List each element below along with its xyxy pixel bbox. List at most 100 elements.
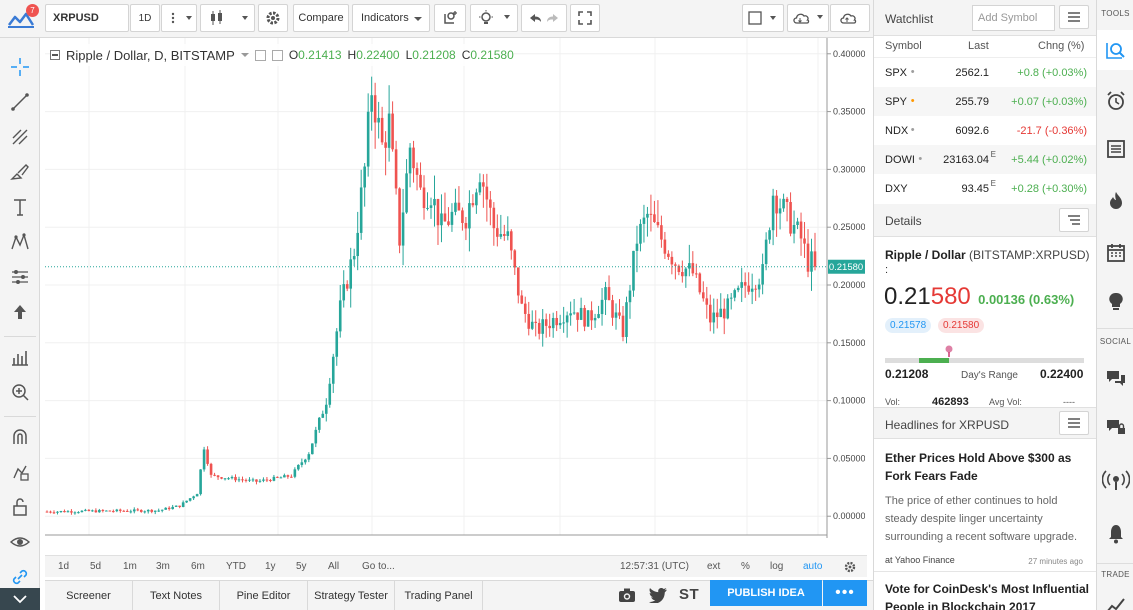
candle-body xyxy=(562,322,565,324)
headline-title-2[interactable]: Vote for CoinDesk's Most Influential Peo… xyxy=(885,582,1089,610)
publish-idea-button[interactable]: PUBLISH IDEA xyxy=(710,580,822,606)
interval-button[interactable]: 1D xyxy=(130,4,160,32)
tab-pine-editor[interactable]: Pine Editor xyxy=(220,581,308,610)
lightbulb-ideas-icon[interactable] xyxy=(470,4,518,32)
layout-button[interactable] xyxy=(742,4,784,32)
cloud-upload-icon[interactable] xyxy=(830,4,870,32)
alarm-clock-icon[interactable] xyxy=(1100,86,1132,116)
range-ytd[interactable]: YTD xyxy=(226,561,246,572)
range-1d[interactable]: 1d xyxy=(58,561,70,572)
notifications-bell-icon[interactable] xyxy=(1100,519,1132,549)
prediction-icon[interactable] xyxy=(6,263,34,291)
symbol-search-input[interactable]: XRPUSD xyxy=(45,4,129,32)
headline-item-2[interactable]: Vote for CoinDesk's Most Influential Peo… xyxy=(874,573,1096,610)
tab-strategy-tester[interactable]: Strategy Tester xyxy=(308,581,395,610)
collapse-toolbar-icon[interactable] xyxy=(0,588,40,610)
col-symbol[interactable]: Symbol xyxy=(885,40,922,52)
legend-dropdown-icon[interactable] xyxy=(240,51,249,59)
eye-icon[interactable] xyxy=(6,528,34,556)
candle-body xyxy=(701,292,705,299)
calendar-icon[interactable] xyxy=(1100,238,1132,268)
cloud-save-icon[interactable] xyxy=(787,4,829,32)
watchlist-row[interactable]: SPY • 255.79 +0.07 (+0.03%) xyxy=(874,87,1096,116)
publish-more-button[interactable]: ••• xyxy=(823,580,867,606)
percent-toggle[interactable]: % xyxy=(741,561,750,572)
add-symbol-input[interactable]: Add Symbol xyxy=(972,5,1055,31)
private-chats-icon[interactable] xyxy=(1100,412,1132,442)
indicators-button[interactable]: Indicators xyxy=(352,4,430,32)
settings-gear-icon[interactable] xyxy=(258,4,288,32)
range-1m[interactable]: 1m xyxy=(123,561,137,572)
pattern-icon[interactable] xyxy=(6,228,34,256)
candle-body xyxy=(192,496,195,499)
details-price: 0.21580 0.00136 (0.63%) xyxy=(884,283,1074,311)
ext-toggle[interactable]: ext xyxy=(707,561,721,572)
auto-toggle[interactable]: auto xyxy=(803,561,823,572)
lock-drawings-icon[interactable] xyxy=(6,458,34,486)
headline-item[interactable]: Ether Prices Hold Above $300 as Fork Fea… xyxy=(874,440,1096,572)
undo-redo-group[interactable] xyxy=(521,4,567,32)
pitchfork-icon[interactable] xyxy=(6,123,34,151)
log-toggle[interactable]: log xyxy=(770,561,784,572)
add-alert-icon[interactable] xyxy=(434,4,466,32)
camera-snapshot-icon[interactable] xyxy=(618,587,636,603)
stocktwits-icon[interactable]: ST xyxy=(679,586,700,603)
range-6m[interactable]: 6m xyxy=(191,561,205,572)
watchlist-row[interactable]: DXY 93.45 E +0.28 (+0.30%) xyxy=(874,174,1096,203)
headline-source[interactable]: at Yahoo Finance xyxy=(885,555,955,565)
ideas-lightbulb-icon[interactable] xyxy=(1100,287,1132,317)
watchlist-search-icon[interactable] xyxy=(1100,35,1132,65)
watchlist-symbol: DXY xyxy=(885,183,908,195)
legend-settings-icon[interactable] xyxy=(254,49,266,61)
range-5y[interactable]: 5y xyxy=(296,561,307,572)
col-change[interactable]: Chng (%) xyxy=(1038,40,1085,52)
data-window-icon[interactable] xyxy=(1100,134,1132,164)
legend-collapse-icon[interactable] xyxy=(50,50,60,60)
logo-avatar[interactable]: 7 xyxy=(4,4,39,33)
details-menu-icon[interactable] xyxy=(1059,208,1089,232)
arrow-up-icon[interactable] xyxy=(6,298,34,326)
trend-line-icon[interactable] xyxy=(6,88,34,116)
tab-trading-panel[interactable]: Trading Panel xyxy=(395,581,483,610)
price-chart[interactable]: 0.40000 0.35000 0.30000 0.25000 0.20000 0.150… xyxy=(45,38,865,538)
range-5d[interactable]: 5d xyxy=(90,561,102,572)
col-last[interactable]: Last xyxy=(968,40,989,52)
watchlist-last-sup: E xyxy=(990,150,996,159)
interval-more-icon[interactable] xyxy=(161,4,197,32)
text-tool-icon[interactable] xyxy=(6,193,34,221)
watchlist-row[interactable]: SPX • 2562.1 +0.8 (+0.03%) xyxy=(874,58,1096,87)
brush-icon[interactable] xyxy=(6,158,34,186)
candle-body xyxy=(761,264,764,285)
candle-body xyxy=(489,199,492,208)
high-value: 0.22400 xyxy=(356,48,400,62)
compare-button[interactable]: Compare xyxy=(293,4,349,32)
fullscreen-icon[interactable] xyxy=(570,4,600,32)
chats-icon[interactable] xyxy=(1100,363,1132,393)
hotlist-flame-icon[interactable] xyxy=(1100,186,1132,216)
magnet-icon[interactable] xyxy=(6,423,34,451)
chart-style-button[interactable] xyxy=(200,4,255,32)
watchlist-row[interactable]: NDX • 6092.6 -21.7 (-0.36%) xyxy=(874,116,1096,145)
range-all[interactable]: All xyxy=(328,561,340,572)
candle-body xyxy=(153,510,157,512)
zoom-in-icon[interactable] xyxy=(6,378,34,406)
crosshair-icon[interactable] xyxy=(6,53,34,81)
watchlist-row[interactable]: DOWI • 23163.04 E +5.44 (+0.02%) xyxy=(874,145,1096,174)
streams-icon[interactable] xyxy=(1100,466,1132,496)
trading-chart-icon[interactable] xyxy=(1100,589,1132,610)
range-3m[interactable]: 3m xyxy=(156,561,170,572)
measure-icon[interactable] xyxy=(6,343,34,371)
legend-close-icon[interactable] xyxy=(271,49,283,61)
twitter-icon[interactable] xyxy=(648,587,668,603)
tab-text-notes[interactable]: Text Notes xyxy=(133,581,220,610)
unlock-icon[interactable] xyxy=(6,493,34,521)
goto-date[interactable]: Go to... xyxy=(362,561,395,572)
axis-settings-gear-icon[interactable] xyxy=(844,561,856,573)
range-1y[interactable]: 1y xyxy=(265,561,276,572)
watchlist-menu-icon[interactable] xyxy=(1059,5,1089,29)
candle-body xyxy=(324,404,328,414)
tab-screener[interactable]: Screener xyxy=(45,581,133,610)
headline-title[interactable]: Ether Prices Hold Above $300 as Fork Fea… xyxy=(885,451,1072,483)
headlines-menu-icon[interactable] xyxy=(1059,411,1089,435)
link-icon[interactable] xyxy=(6,563,34,591)
